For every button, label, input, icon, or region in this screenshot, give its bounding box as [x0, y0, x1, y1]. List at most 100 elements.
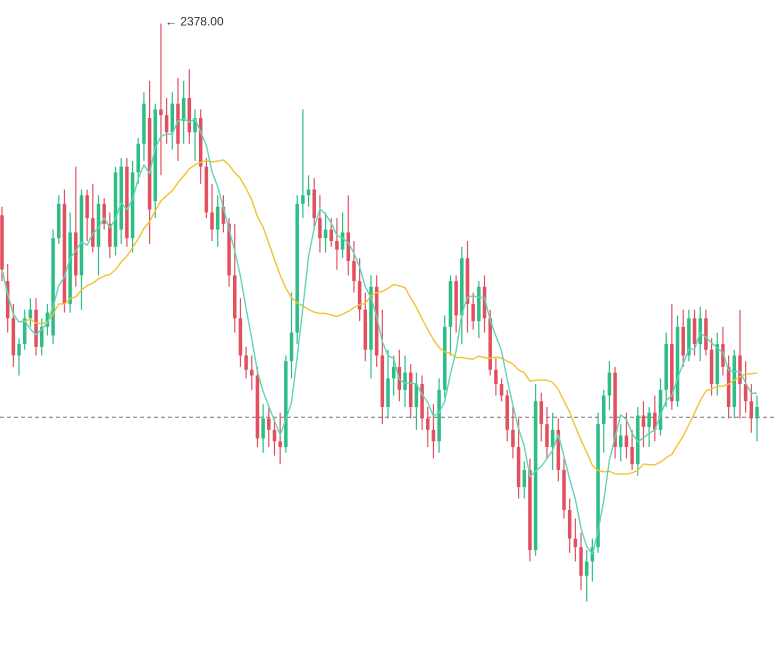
candle: [34, 298, 38, 356]
candle-body-up: [460, 258, 464, 316]
candle-body-down: [499, 384, 504, 396]
candle: [499, 378, 504, 402]
candle-body-down: [613, 372, 617, 448]
candle-body-down: [74, 232, 78, 276]
candle: [267, 406, 271, 448]
candle: [567, 498, 572, 553]
candle: [352, 241, 356, 293]
candle-body-up: [119, 166, 123, 230]
candle: [601, 389, 606, 453]
candle-body-up: [130, 172, 135, 239]
candle-body-down: [482, 286, 487, 319]
candle-body-down: [505, 395, 509, 430]
candle-body-up: [142, 103, 146, 144]
candle-body-down: [198, 118, 203, 167]
candle: [215, 195, 220, 247]
candle-body-up: [193, 118, 197, 133]
candle: [618, 424, 623, 462]
candle-body-up: [533, 401, 538, 551]
candle: [45, 303, 50, 336]
candle-body-up: [22, 318, 27, 345]
candle-body-up: [584, 561, 589, 576]
candle-body-down: [329, 229, 334, 242]
candle-body-down: [0, 215, 4, 270]
candle-body-down: [579, 547, 583, 576]
candle: [516, 418, 521, 499]
candle-body-down: [562, 469, 566, 510]
candle: [0, 206, 4, 282]
candle: [295, 195, 299, 345]
candle: [51, 229, 55, 345]
candle-body-up: [664, 344, 668, 390]
candle: [164, 97, 169, 144]
candle: [28, 298, 33, 327]
candle-body-down: [726, 366, 731, 407]
candle: [74, 166, 78, 287]
candle: [57, 195, 61, 244]
candle-body-up: [28, 309, 33, 319]
candle-body-up: [57, 203, 61, 239]
candle-body-down: [363, 309, 368, 350]
candle-body-up: [601, 395, 606, 425]
candle-body-up: [618, 435, 623, 448]
candle: [153, 103, 158, 219]
candle-body-up: [675, 326, 680, 402]
candle: [22, 309, 27, 350]
candle-body-down: [573, 538, 578, 548]
candle: [170, 92, 175, 150]
candle-body-up: [658, 389, 663, 430]
candle: [232, 223, 237, 333]
candle: [96, 195, 101, 276]
candle: [68, 212, 72, 313]
candle: [556, 418, 561, 482]
candle: [658, 378, 663, 436]
candle: [380, 309, 385, 425]
candle: [113, 166, 118, 256]
candle-body-down: [357, 281, 362, 310]
candle: [261, 404, 265, 453]
annotation-layer: ← 2378.00: [165, 15, 224, 29]
candle-body-up: [79, 195, 84, 276]
candle-body-up: [51, 238, 55, 336]
candle-body-down: [721, 344, 725, 367]
candle-body-down: [624, 435, 629, 448]
candle: [408, 364, 413, 419]
candle-body-down: [255, 375, 260, 439]
candle: [278, 412, 282, 465]
candle-body-up: [698, 318, 702, 345]
candle-body-down: [232, 275, 237, 319]
candle-body-down: [102, 203, 106, 224]
candle: [607, 361, 612, 410]
candle-body-up: [391, 366, 396, 379]
candle: [414, 372, 419, 430]
candle-body-up: [284, 361, 288, 448]
candle-body-down: [539, 401, 544, 425]
candle: [522, 461, 527, 499]
candle-body-down: [670, 344, 674, 402]
candle-body-down: [187, 97, 192, 133]
candle: [17, 338, 21, 376]
candle-body-down: [709, 349, 714, 385]
candle: [539, 392, 544, 442]
candle: [323, 212, 328, 253]
candle: [335, 218, 339, 270]
candle: [39, 318, 44, 356]
candle-body-up: [443, 326, 447, 390]
candle-body-up: [261, 418, 265, 439]
candle: [448, 275, 453, 356]
candle-body-down: [11, 318, 16, 356]
candle-body-up: [607, 372, 612, 396]
candle-body-down: [176, 103, 180, 144]
candle: [675, 315, 680, 407]
candle: [443, 315, 447, 399]
candle-body-up: [68, 232, 72, 304]
candle-body-up: [687, 318, 691, 356]
high-price-label: ← 2378.00: [165, 15, 224, 29]
candle: [420, 375, 424, 430]
candle: [221, 195, 226, 233]
candle: [687, 309, 691, 362]
candle-body-up: [340, 232, 345, 250]
candle: [465, 241, 470, 333]
candle: [312, 178, 316, 230]
